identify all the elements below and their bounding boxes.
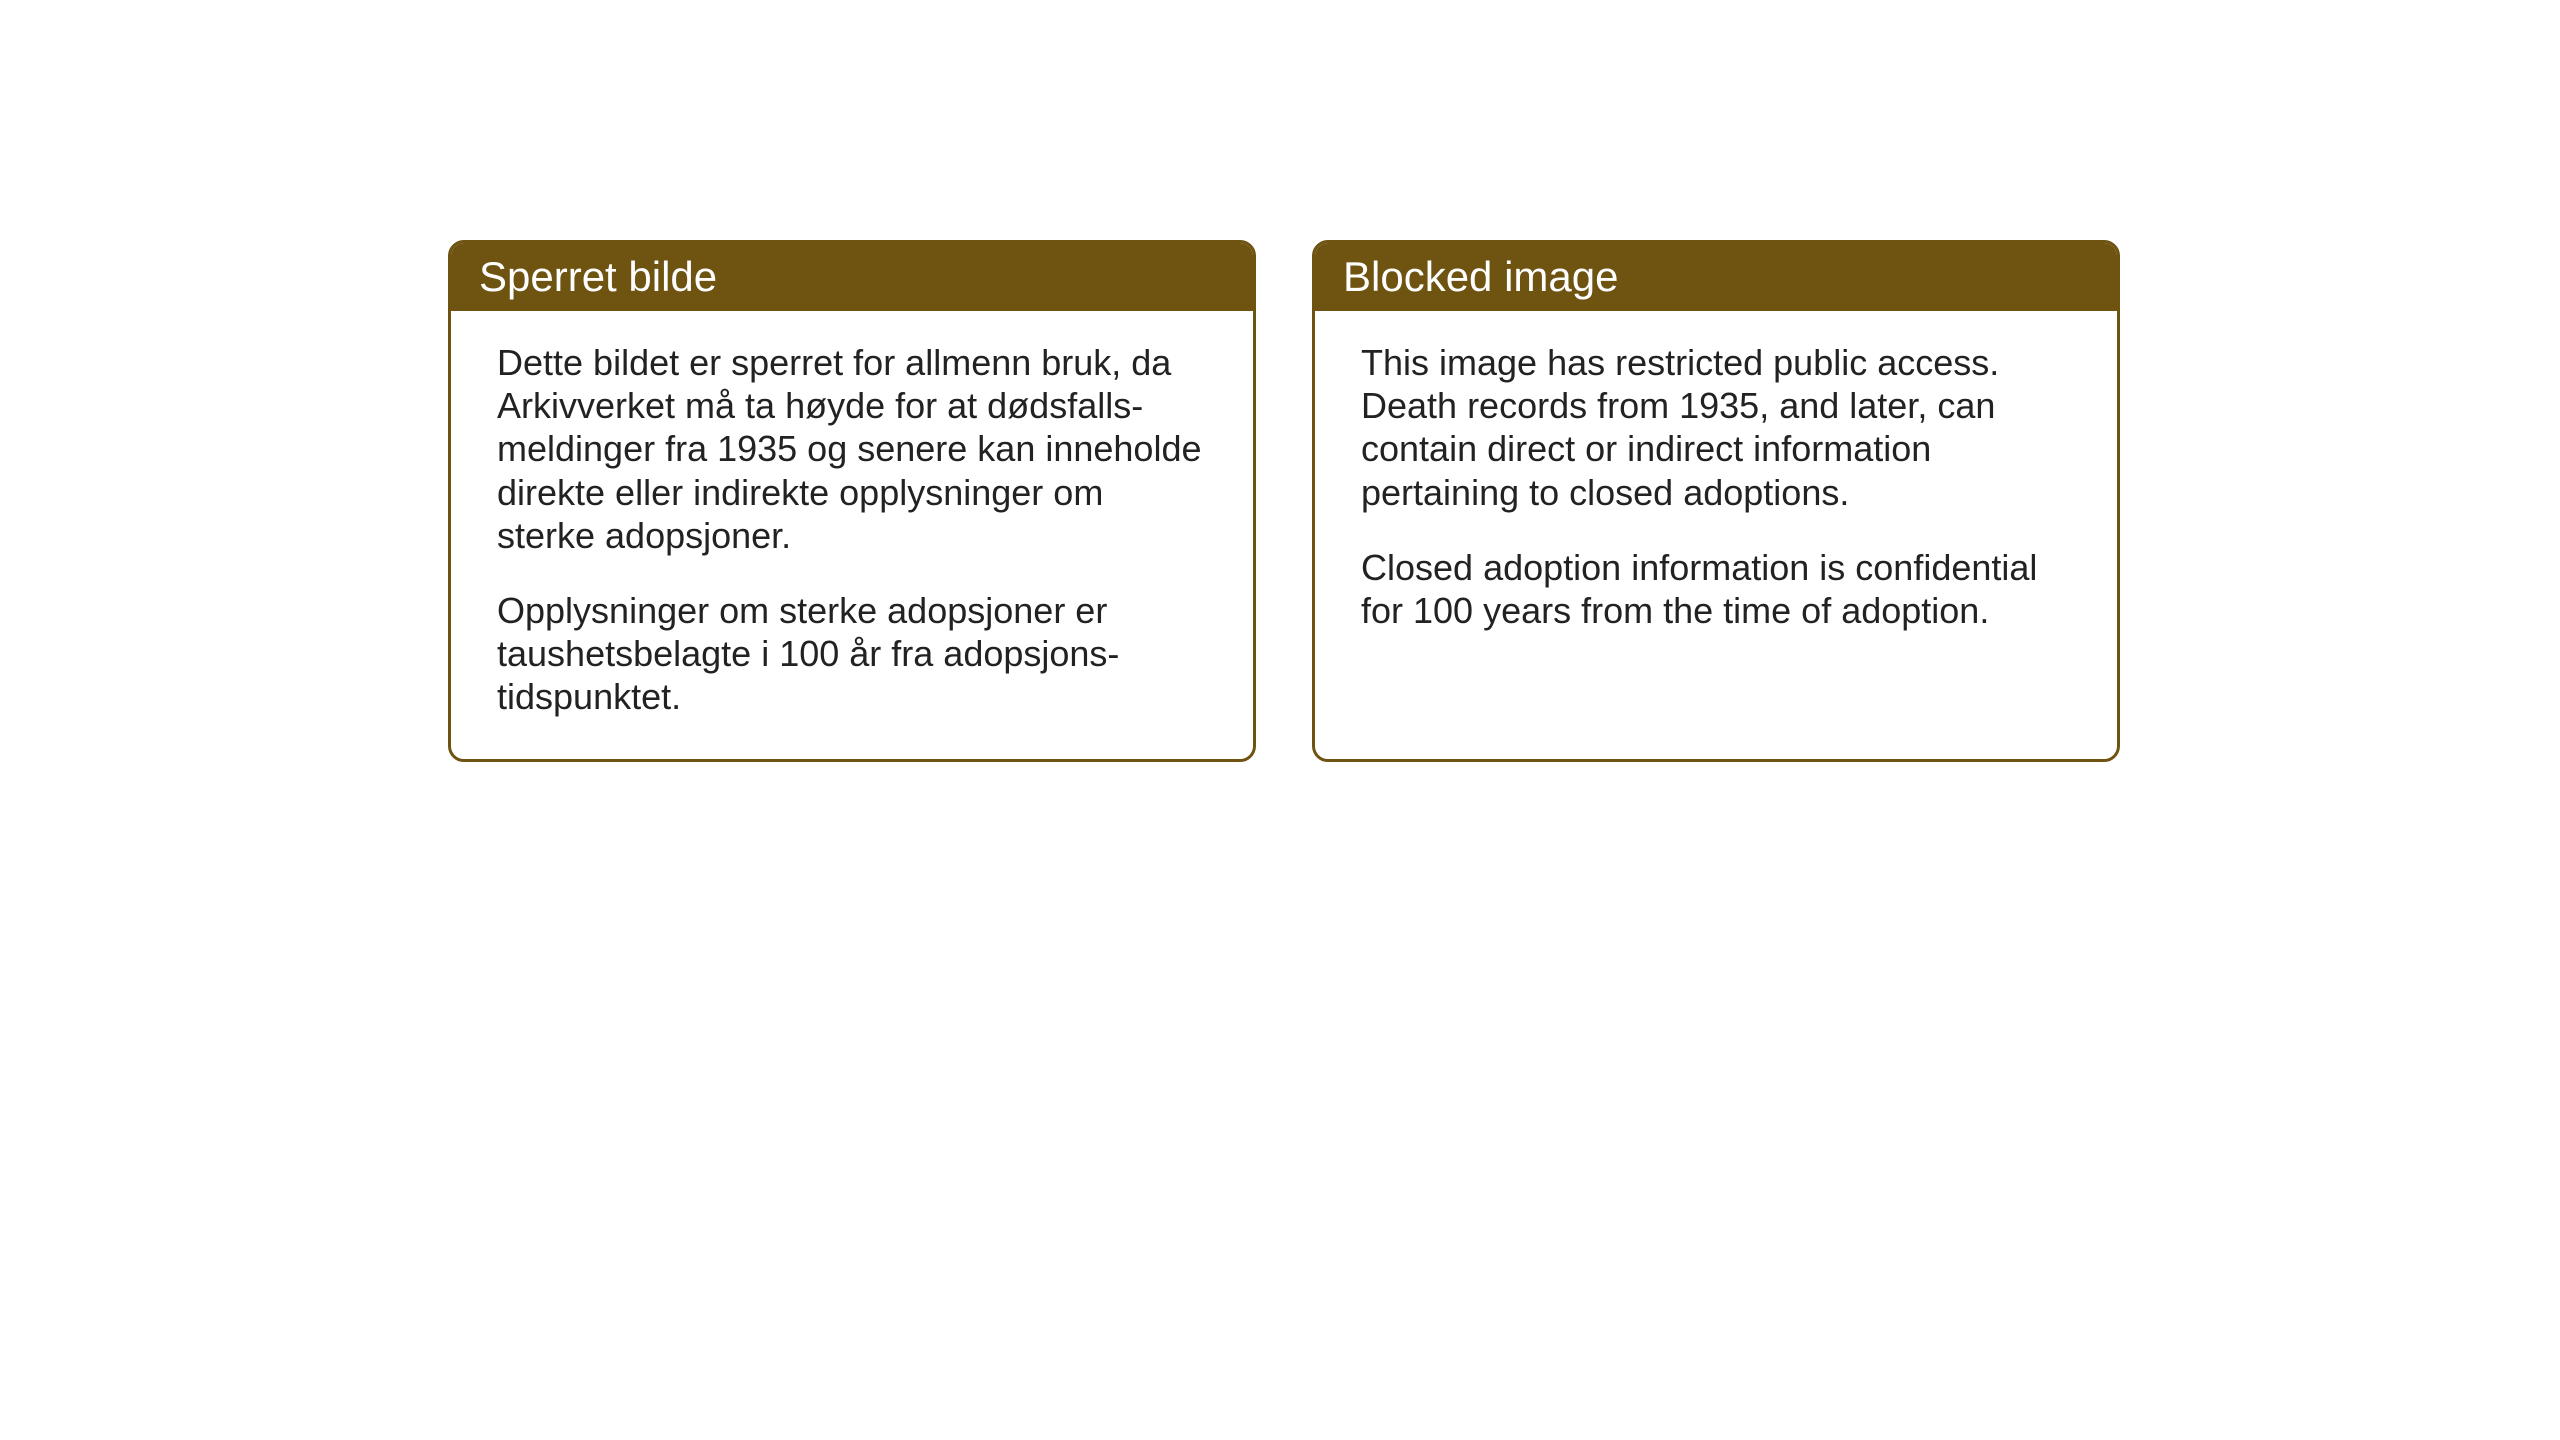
paragraph-norwegian-1: Dette bildet er sperret for allmenn bruk… [497,341,1207,557]
notice-container: Sperret bilde Dette bildet er sperret fo… [448,240,2120,762]
card-body-english: This image has restricted public access.… [1315,311,2117,672]
notice-card-norwegian: Sperret bilde Dette bildet er sperret fo… [448,240,1256,762]
paragraph-norwegian-2: Opplysninger om sterke adopsjoner er tau… [497,589,1207,719]
notice-card-english: Blocked image This image has restricted … [1312,240,2120,762]
card-title-english: Blocked image [1315,243,2117,311]
card-body-norwegian: Dette bildet er sperret for allmenn bruk… [451,311,1253,759]
paragraph-english-2: Closed adoption information is confident… [1361,546,2071,632]
paragraph-english-1: This image has restricted public access.… [1361,341,2071,514]
card-title-norwegian: Sperret bilde [451,243,1253,311]
